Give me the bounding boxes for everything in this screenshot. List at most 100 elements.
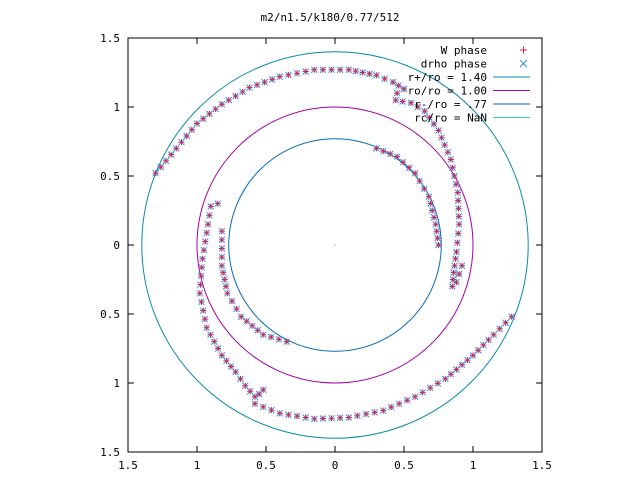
w-phase-point <box>319 66 326 73</box>
w-phase-point <box>373 145 380 152</box>
w-phase-point <box>451 173 458 179</box>
axis-ticks: 1.5 1 0.5 0 0.5 1 1.51.510.500.511.5 <box>100 32 552 472</box>
w-phase-point <box>311 66 318 73</box>
w-phase-point <box>294 413 301 420</box>
legend-label: rc/ro = NaN <box>414 112 487 125</box>
w-phase-point <box>194 120 200 127</box>
w-phase-point <box>285 411 292 418</box>
w-phase-point <box>233 305 240 312</box>
w-phase-point <box>434 235 441 242</box>
w-phase-point <box>243 318 250 325</box>
w-phase-point <box>206 212 213 219</box>
legend-label: r+/ro = 1.40 <box>408 71 487 84</box>
w-phase-point <box>404 397 411 404</box>
w-phase-point <box>371 409 378 416</box>
w-phase-point <box>400 159 407 166</box>
w-phase-point <box>421 108 428 115</box>
w-phase-point <box>207 331 214 338</box>
w-phase-point <box>502 319 509 326</box>
w-phase-point <box>444 149 451 156</box>
y-tick-label: 1.5 <box>100 32 120 45</box>
w-phase-point <box>198 298 205 305</box>
legend-label: ro/ro = 1.00 <box>408 85 487 98</box>
w-phase-point <box>197 281 204 288</box>
w-phase-point <box>337 66 344 73</box>
w-phase-point <box>496 325 503 332</box>
w-phase-point <box>433 228 440 235</box>
w-phase-point <box>205 221 212 228</box>
w-phase-point <box>399 98 406 105</box>
w-phase-point <box>232 92 239 99</box>
w-phase-point <box>394 153 401 160</box>
w-phase-point <box>202 238 209 245</box>
w-phase-point <box>225 97 232 104</box>
w-phase-point <box>453 366 460 373</box>
w-phase-point <box>455 213 462 220</box>
w-phase-point <box>419 389 426 396</box>
w-phase-point <box>294 70 301 77</box>
w-phase-point <box>432 221 439 228</box>
w-phase-point <box>485 336 492 343</box>
w-phase-point <box>337 414 344 421</box>
w-phase-point <box>388 404 395 411</box>
reference-circle <box>196 106 474 384</box>
w-phase-point <box>454 239 461 246</box>
w-phase-point <box>470 352 476 359</box>
w-phase-point <box>222 283 229 290</box>
w-phase-point <box>260 403 267 410</box>
w-phase-point <box>319 415 326 422</box>
w-phase-point <box>200 115 207 122</box>
w-phase-point <box>412 170 419 177</box>
y-tick-label: 1 <box>113 377 120 390</box>
x-tick-label: 1.5 <box>118 459 138 472</box>
w-phase-point <box>363 411 370 418</box>
w-phase-point <box>207 203 214 210</box>
w-phase-point <box>434 380 441 387</box>
w-phase-point <box>394 90 401 97</box>
w-phase-point <box>414 104 421 110</box>
w-phase-point <box>427 384 434 391</box>
w-phase-point <box>453 181 460 188</box>
w-phase-point <box>475 347 482 354</box>
w-phase-point <box>239 88 246 95</box>
w-phase-point <box>458 361 465 368</box>
w-phase-point <box>427 200 434 207</box>
w-phase-point <box>451 262 458 269</box>
w-phase-point <box>249 322 256 329</box>
w-phase-point <box>302 414 309 421</box>
w-phase-point <box>438 134 445 141</box>
w-phase-point <box>220 269 227 276</box>
w-phase-point <box>480 342 487 349</box>
legend-label: r-/ro = .77 <box>414 98 487 111</box>
w-phase-point <box>421 185 428 192</box>
w-phase-point <box>449 276 456 283</box>
w-phase-point <box>218 228 225 235</box>
x-tick-label: 1.5 <box>532 459 552 472</box>
w-phase-point <box>206 110 213 117</box>
w-phase-point <box>246 84 253 91</box>
w-phase-point <box>254 81 261 88</box>
w-phase-point <box>508 313 515 320</box>
w-phase-point <box>183 132 190 139</box>
w-phase-point <box>352 68 359 75</box>
w-phase-point <box>458 262 465 269</box>
w-phase-point <box>242 382 249 389</box>
y-tick-label: 1 <box>113 101 120 114</box>
w-phase-point <box>285 71 292 78</box>
phase-points <box>152 66 515 423</box>
w-phase-point <box>162 157 169 164</box>
w-phase-point <box>268 407 275 414</box>
w-phase-point <box>214 200 221 207</box>
w-phase-point <box>450 269 457 276</box>
w-phase-point <box>168 151 175 158</box>
w-phase-point <box>228 298 235 305</box>
x-tick-label: 0.5 <box>256 459 276 472</box>
w-phase-point <box>283 338 290 345</box>
w-phase-point <box>442 375 449 382</box>
w-phase-point <box>228 363 235 370</box>
w-phase-point <box>407 99 414 106</box>
w-phase-point <box>247 388 254 395</box>
